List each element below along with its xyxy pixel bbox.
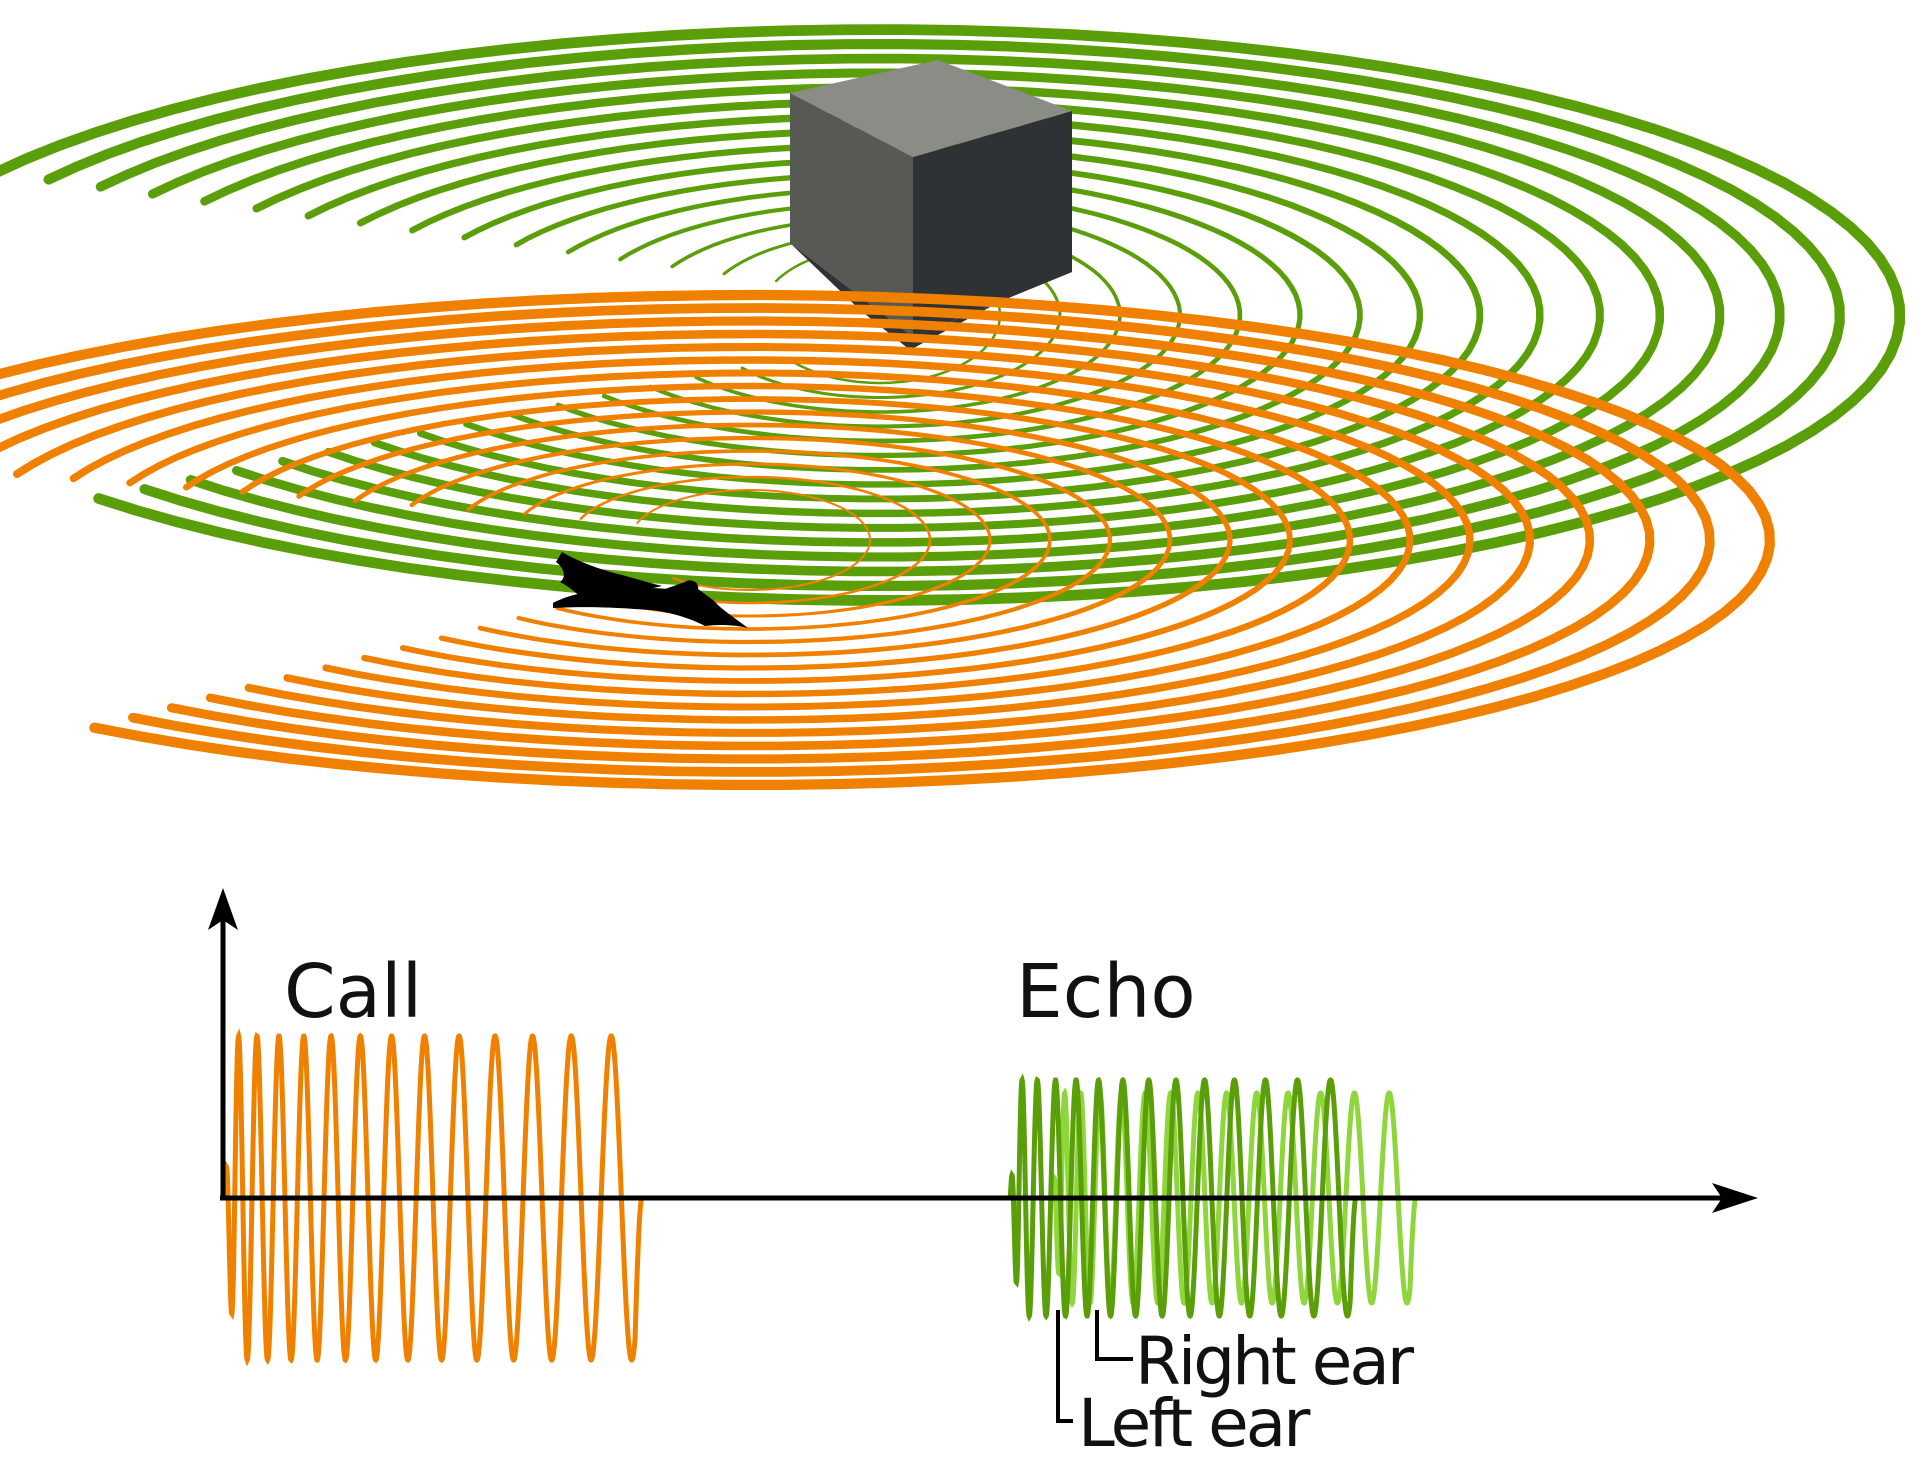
call-wavefront bbox=[0, 316, 1655, 764]
call-wavefronts bbox=[0, 289, 1775, 791]
right-ear-label: Right ear bbox=[1135, 1323, 1415, 1400]
waveform-plot: Call Echo Right ear Left ear bbox=[208, 888, 1758, 1462]
echo-wavefront bbox=[461, 157, 1363, 473]
call-wavefront bbox=[522, 462, 992, 618]
call-wavefront bbox=[126, 369, 1414, 711]
call-wavefront bbox=[352, 422, 1173, 658]
echo-wavefront bbox=[0, 24, 1906, 606]
echo-wavefront bbox=[356, 127, 1484, 503]
left-ear-pointer bbox=[1056, 1310, 1073, 1423]
call-wavefront bbox=[409, 435, 1113, 645]
echo-wavefront bbox=[200, 83, 1665, 547]
cube-top-face bbox=[790, 60, 1072, 157]
call-wavefront bbox=[0, 329, 1595, 751]
call-wavefront bbox=[0, 289, 1775, 791]
call-wavefront bbox=[466, 449, 1052, 631]
echo-wavefront bbox=[409, 142, 1423, 488]
echo-wavefront bbox=[147, 68, 1725, 562]
call-wavefront bbox=[0, 303, 1715, 777]
echo-wavefront bbox=[95, 53, 1785, 577]
bat-silhouette-icon bbox=[553, 552, 748, 628]
echo-label: Echo bbox=[1016, 949, 1196, 1035]
y-axis-arrowhead bbox=[208, 888, 238, 930]
right-ear-pointer bbox=[1095, 1310, 1133, 1361]
echo-wavefront bbox=[304, 112, 1544, 518]
cube-right-face bbox=[913, 111, 1072, 337]
call-label: Call bbox=[284, 949, 422, 1035]
call-wavefront bbox=[12, 342, 1534, 737]
echo-wavefront bbox=[43, 38, 1845, 591]
call-wavefront bbox=[636, 489, 872, 591]
cube-left-face bbox=[790, 93, 913, 337]
x-axis-arrowhead bbox=[1712, 1183, 1758, 1213]
call-wavefront bbox=[296, 409, 1233, 671]
left-ear-label: Left ear bbox=[1078, 1385, 1311, 1462]
call-wavefront bbox=[183, 382, 1354, 698]
call-wavefront bbox=[239, 396, 1293, 684]
bat-wing bbox=[556, 552, 662, 596]
echo-wavefront bbox=[252, 97, 1604, 532]
call-wavefront bbox=[579, 475, 932, 605]
call-wavefront bbox=[69, 356, 1474, 724]
